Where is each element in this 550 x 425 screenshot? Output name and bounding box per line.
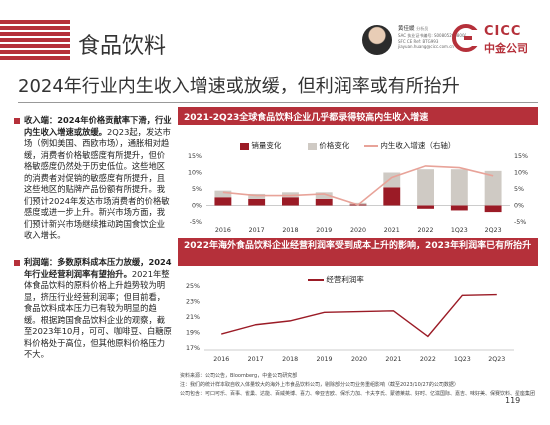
x-tick-label: 2017 xyxy=(249,227,265,234)
x-tick-label: 2Q23 xyxy=(488,356,505,363)
headline-divider xyxy=(18,102,538,103)
legend-label: 内生收入增速（右轴） xyxy=(380,141,456,150)
author-avatar xyxy=(362,25,392,55)
y-tick: 23% xyxy=(186,299,200,306)
x-tick-label: 1Q23 xyxy=(451,227,468,234)
legend-swatch xyxy=(240,142,249,150)
bar-volume xyxy=(282,197,299,206)
x-tick-label: 2020 xyxy=(351,356,367,363)
chart1-title: 2021-2Q23全球食品饮料企业几乎都录得较高内生收入增速 xyxy=(178,107,538,125)
x-tick-label: 2021 xyxy=(385,356,401,363)
x-tick-label: 2018 xyxy=(282,356,298,363)
y-tick-right: -5% xyxy=(514,219,526,226)
bar-price xyxy=(214,190,232,198)
paragraph-revenue-lead: 收入端：2024年价格贡献率下滑，行业内生收入增速或放缓。 xyxy=(24,115,172,137)
chart2-legend-margin: 经营利润率 xyxy=(308,274,364,285)
x-tick-label: 2021 xyxy=(384,227,400,234)
y-tick: 25% xyxy=(186,283,200,290)
brand-stripes xyxy=(0,20,70,60)
bar-volume xyxy=(315,198,333,206)
y-tick-left: 0% xyxy=(192,203,202,210)
chart2-title: 2022年海外食品饮料企业经营利润率受到成本上升的影响，2023年利润率已有所抬… xyxy=(178,238,538,266)
y-tick-left: -5% xyxy=(190,219,202,226)
legend-swatch xyxy=(308,279,324,281)
y-tick: 19% xyxy=(186,330,200,337)
bar-price xyxy=(450,169,468,206)
chart1-legend-growth: 内生收入增速（右轴） xyxy=(364,140,455,151)
x-tick-label: 2020 xyxy=(350,227,366,234)
x-tick-label: 2022 xyxy=(418,227,434,234)
author-name: 黄佳媛 xyxy=(398,26,415,32)
x-tick-label: 2022 xyxy=(420,356,436,363)
x-tick-label: 2Q23 xyxy=(485,227,502,234)
y-tick-right: 15% xyxy=(514,153,528,160)
chart1-area: 销量变化 价格变化 内生收入增速（右轴） 15% 15% 10% 10% 5% 5% 0% 0… xyxy=(178,126,538,236)
section-title: 食品饮料 xyxy=(78,34,167,59)
y-tick-right: 10% xyxy=(514,170,528,177)
chart1-legend-volume: 销量变化 xyxy=(240,140,281,151)
chart1-svg: 15% 15% 10% 10% 5% 5% 0% 0% -5% -5% 2016 2017 2018 20… xyxy=(188,153,528,234)
author-name-line: 黄佳媛 分析员 xyxy=(398,25,428,33)
author-email: jiayuan.huang@cicc.com.cn xyxy=(398,44,454,49)
page-headline: 2024年行业内生收入增速或放缓，但利润率或有所抬升 xyxy=(18,76,460,97)
bar-volume xyxy=(248,198,266,206)
paragraph-profit-lead: 利润端：多数原料成本压力放缓，2024年行业经营利润率有望抬升。 xyxy=(24,257,172,279)
x-tick-label: 2019 xyxy=(317,356,333,363)
bar-price xyxy=(349,202,367,205)
x-tick-label: 2016 xyxy=(215,227,231,234)
logo-text-zh: 中金公司 xyxy=(484,42,528,55)
footer-companies: 公司包含：可口可乐、百事、雀巢、达能、百威英博、喜力、帝亚吉欧、保乐力加、卡夫亨… xyxy=(180,391,536,397)
paragraph-revenue-body: 2Q23起，发达市场（例如美国、西欧市场），通胀相对趋缓，消费者价格敏感度有所提… xyxy=(24,126,171,241)
author-cert: SAC 执业证书编号: S0080520080002 xyxy=(398,33,470,38)
bar-volume xyxy=(214,197,232,206)
paragraph-profit: 利润端：多数原料成本压力放缓，2024年行业经营利润率有望抬升。2021年整体食… xyxy=(24,257,172,361)
x-tick-label: 2017 xyxy=(248,356,264,363)
bar-price xyxy=(282,192,299,198)
author-role: 分析员 xyxy=(416,26,429,31)
bar-volume xyxy=(484,205,502,213)
chart1-legend-price: 价格变化 xyxy=(308,140,349,151)
y-tick-left: 15% xyxy=(188,153,202,160)
page-number: 119 xyxy=(505,396,521,405)
paragraph-revenue: 收入端：2024年价格贡献率下滑，行业内生收入增速或放缓。2Q23起，发达市场（… xyxy=(24,115,172,242)
legend-label: 经营利润率 xyxy=(326,275,364,284)
y-tick-right: 5% xyxy=(514,186,524,193)
bar-price xyxy=(484,170,502,206)
y-tick-right: 0% xyxy=(514,203,524,210)
bar-volume xyxy=(383,187,401,206)
bar-price xyxy=(417,169,434,206)
x-tick-label: 2016 xyxy=(213,356,229,363)
bar-price xyxy=(248,193,266,199)
legend-swatch xyxy=(364,145,378,147)
legend-label: 价格变化 xyxy=(319,141,350,150)
chart2-svg: 25% 23% 21% 19% 17% 2016 2017 2018 2019 2020 2021 2… xyxy=(186,283,514,363)
bar-volume xyxy=(417,205,434,209)
author-sfc: SFC CE Ref: BTG993 xyxy=(398,38,439,44)
cicc-logo-icon xyxy=(452,24,480,52)
x-tick-label: 1Q23 xyxy=(454,356,471,363)
y-tick: 21% xyxy=(186,314,200,321)
footer-source: 资料来源：公司公告，Bloomberg，中金公司研究部 xyxy=(180,373,298,379)
paragraph-profit-body: 2021年整体食品饮料的原料价格上升趋势较为明显，挤压行业经营利润率；但目前看，… xyxy=(24,268,172,360)
legend-swatch xyxy=(308,142,317,150)
author-meta: SAC 执业证书编号: S0080520080002 SFC CE Ref: B… xyxy=(398,33,470,50)
chart2-area: 经营利润率 25% 23% 21% 19% 17% 2016 2017 2018 2019 202… xyxy=(178,268,538,368)
y-tick-left: 10% xyxy=(188,170,202,177)
x-tick-label: 2018 xyxy=(282,227,298,234)
legend-label: 销量变化 xyxy=(251,141,282,150)
footer-note: 注：我们的统计样本取自收入体量较大的海外上市食品饮料公司，剔除部分公司业务重组影… xyxy=(180,382,459,388)
x-tick-label: 2019 xyxy=(316,227,332,234)
y-tick-left: 5% xyxy=(192,186,202,193)
bullet-marker xyxy=(14,118,20,124)
bullet-marker xyxy=(14,260,20,266)
bar-price xyxy=(315,192,333,199)
margin-line xyxy=(221,293,497,338)
bar-volume xyxy=(450,205,468,211)
logo-text-en: CICC xyxy=(484,24,522,39)
y-tick: 17% xyxy=(186,345,200,352)
